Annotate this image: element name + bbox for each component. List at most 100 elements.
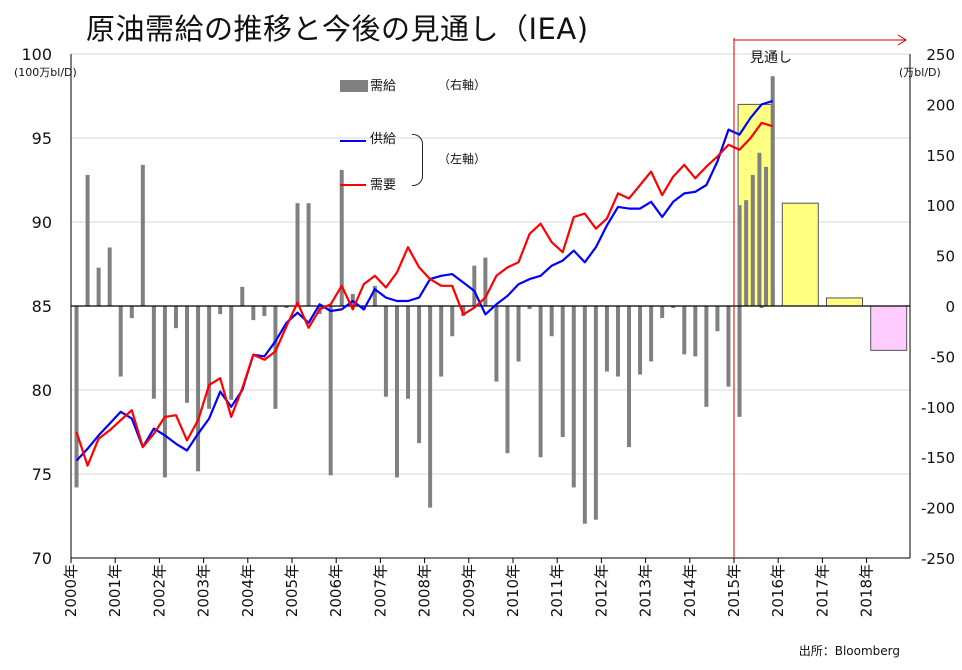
balance-bar: [383, 306, 388, 397]
balance-bar: [129, 306, 134, 319]
legend-left-axis-note: （左軸）: [438, 152, 487, 166]
balance-bar: [737, 306, 742, 417]
balance-bar: [185, 306, 190, 403]
balance-bar: [328, 306, 333, 476]
balance-bar: [582, 306, 587, 524]
balance-bar: [759, 306, 764, 309]
balance-bar: [750, 174, 755, 306]
balance-bar: [494, 306, 499, 382]
balance-bar: [538, 306, 543, 458]
balance-bar: [295, 203, 300, 306]
balance-bar: [627, 306, 632, 448]
left-tick-label: 90: [32, 213, 52, 232]
x-tick-label: 2006年: [327, 564, 345, 617]
x-tick-label: 2007年: [371, 564, 389, 617]
chart-title: 原油需給の推移と今後の見通し（IEA): [86, 12, 589, 46]
balance-bar: [571, 306, 576, 488]
balance-bar: [273, 306, 278, 409]
balance-bar: [764, 166, 769, 306]
balance-bar: [757, 152, 762, 306]
right-tick-label: 0: [945, 298, 955, 316]
balance-bar: [207, 306, 212, 409]
right-tick-label: -250: [921, 550, 955, 568]
right-tick-label: 50: [936, 248, 955, 266]
balance-bar: [85, 174, 90, 306]
right-tick-label: -50: [931, 348, 956, 366]
balance-bar: [118, 306, 123, 377]
balance-bar: [682, 306, 687, 355]
x-tick-label: 2017年: [813, 564, 831, 617]
left-tick-label: 80: [32, 381, 52, 400]
balance-bar: [726, 306, 731, 387]
supply-line: [75, 99, 774, 462]
right-tick-label: -100: [921, 399, 955, 417]
balance-bar: [406, 306, 411, 399]
balance-bar: [417, 306, 422, 444]
left-axis-unit: (100万bl/D): [14, 66, 77, 79]
balance-bar: [461, 306, 466, 317]
legend-balance-swatch: [340, 80, 368, 92]
balance-bar: [229, 306, 234, 400]
balance-bar: [428, 306, 433, 508]
balance-bar: [173, 306, 178, 329]
x-tick-label: 2005年: [283, 564, 301, 617]
balance-bar: [737, 205, 742, 306]
balance-bar: [240, 286, 245, 306]
x-tick-label: 2009年: [460, 564, 478, 617]
left-tick-label: 75: [32, 465, 52, 484]
outlook-bar: [781, 202, 819, 307]
right-tick-label: 100: [926, 197, 955, 215]
balance-bar: [439, 306, 444, 377]
right-tick-label: 250: [926, 46, 955, 64]
legend-balance-axis-note: （右軸）: [438, 78, 487, 92]
demand-line: [75, 121, 774, 467]
balance-bar: [472, 265, 477, 306]
balance-bar: [660, 306, 665, 319]
right-tick-label: 150: [926, 147, 955, 165]
left-tick-label: 70: [32, 549, 52, 568]
balance-bar: [251, 306, 256, 321]
x-tick-label: 2001年: [106, 564, 124, 617]
balance-bar: [693, 306, 698, 357]
legend-demand-swatch: [340, 184, 366, 186]
x-tick-label: 2011年: [548, 564, 566, 617]
balance-bar: [140, 164, 145, 306]
x-tick-label: 2003年: [195, 564, 213, 617]
right-tick-label: 200: [926, 96, 955, 114]
balance-bar: [284, 306, 289, 309]
x-tick-label: 2018年: [858, 564, 876, 617]
balance-bar: [704, 306, 709, 407]
balance-bar: [306, 203, 311, 306]
source-note: 出所：Bloomberg: [798, 644, 900, 658]
legend-demand-label: 需要: [370, 178, 397, 193]
balance-bar: [151, 306, 156, 399]
balance-bar: [394, 306, 399, 478]
balance-bar: [505, 306, 510, 454]
left-tick-label: 85: [32, 297, 52, 316]
balance-bar: [715, 306, 720, 332]
balance-bar: [96, 267, 101, 306]
right-axis-unit: (万bl/D): [899, 66, 941, 79]
balance-bar: [593, 306, 598, 520]
balance-bar: [339, 169, 344, 306]
x-tick-label: 2013年: [637, 564, 655, 617]
balance-bar: [527, 306, 532, 310]
outlook-arrow-head: [897, 34, 907, 46]
balance-bar: [549, 306, 554, 337]
left-tick-label: 95: [32, 129, 52, 148]
right-tick-label: -200: [921, 500, 955, 518]
x-tick-label: 2008年: [416, 564, 434, 617]
balance-bar: [560, 306, 565, 438]
x-tick-label: 2010年: [504, 564, 522, 617]
legend-brace: [412, 134, 423, 186]
balance-bar: [483, 257, 488, 306]
balance-bar: [218, 306, 223, 315]
balance-bar: [74, 306, 79, 488]
x-tick-label: 2015年: [725, 564, 743, 617]
right-tick-label: -150: [921, 449, 955, 467]
outlook-bar: [737, 103, 775, 307]
balance-bar: [107, 247, 112, 306]
balance-bar: [604, 306, 609, 372]
